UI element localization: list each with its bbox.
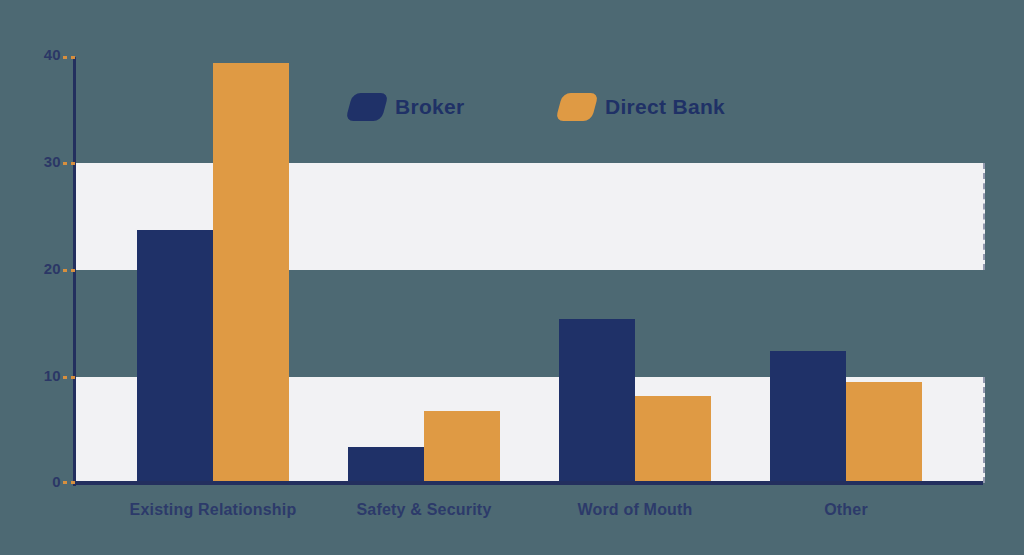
- bar-direct-bank-existing-relationship: [213, 63, 289, 483]
- ytick-label-40: 40: [19, 46, 61, 64]
- ytick-mark-20: [63, 269, 75, 272]
- legend-label-direct-bank: Direct Bank: [605, 95, 725, 119]
- bar-chart-canvas: 40 30 20 10 0 Broker Direct Bank Existin…: [0, 0, 1024, 555]
- ytick-mark-30: [63, 162, 75, 165]
- ytick-label-30: 30: [19, 153, 61, 171]
- legend-item-broker: Broker: [349, 93, 465, 121]
- ytick-mark-10: [63, 376, 75, 379]
- bar-broker-existing-relationship: [137, 230, 213, 483]
- category-label-word-of-mouth: Word of Mouth: [525, 501, 745, 519]
- bar-broker-word-of-mouth: [559, 319, 635, 483]
- bar-broker-other: [770, 351, 846, 483]
- category-label-other: Other: [736, 501, 956, 519]
- legend-label-broker: Broker: [395, 95, 465, 119]
- category-label-safety-security: Safety & Security: [314, 501, 534, 519]
- ytick-label-0: 0: [19, 473, 61, 491]
- ytick-label-20: 20: [19, 260, 61, 278]
- bar-direct-bank-safety-security: [424, 411, 500, 483]
- x-axis-line: [73, 481, 983, 485]
- category-label-existing-relationship: Existing Relationship: [103, 501, 323, 519]
- bar-broker-safety-security: [348, 447, 424, 483]
- ytick-mark-40: [63, 56, 75, 59]
- ytick-mark-0: [63, 481, 75, 484]
- legend-swatch-direct-bank-icon: [555, 93, 599, 121]
- ytick-label-10: 10: [19, 367, 61, 385]
- legend-swatch-broker-icon: [345, 93, 389, 121]
- legend-item-direct-bank: Direct Bank: [559, 93, 725, 121]
- bar-direct-bank-other: [846, 382, 922, 483]
- bar-direct-bank-word-of-mouth: [635, 396, 711, 483]
